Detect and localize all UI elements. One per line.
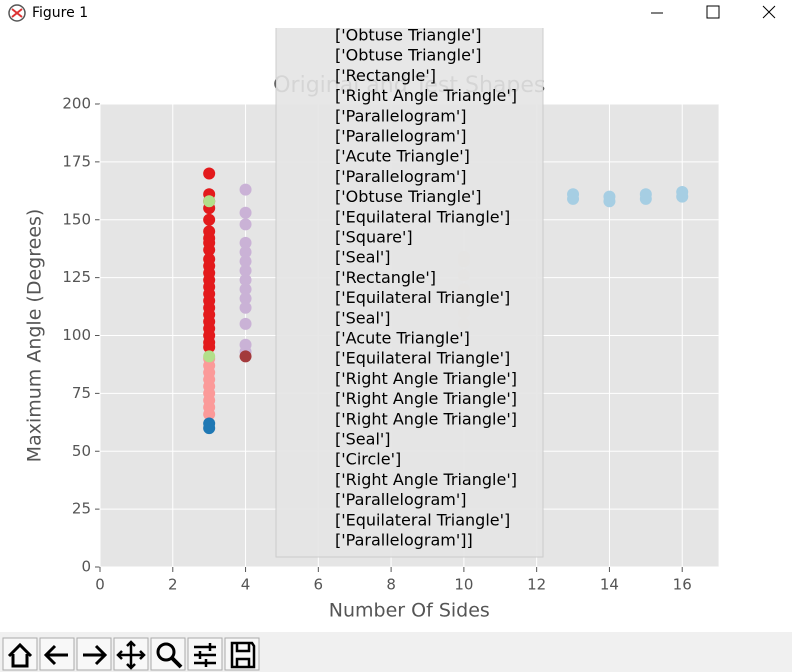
save-icon <box>230 641 256 669</box>
point <box>239 350 252 363</box>
point <box>239 206 252 219</box>
forward-icon <box>83 644 108 666</box>
point <box>239 183 252 196</box>
point <box>203 167 216 180</box>
point <box>203 213 216 226</box>
point <box>239 292 252 305</box>
toolbar <box>0 632 792 672</box>
point <box>239 246 252 259</box>
app-icon-mark <box>11 8 23 18</box>
legend-entry: ['Right Angle Triangle'] <box>335 470 517 489</box>
legend-entry: ['Square'] <box>335 228 413 247</box>
legend-entry: ['Equilateral Triangle'] <box>335 349 510 368</box>
plot: 02550751001251501752000246810121416Origi… <box>24 19 719 622</box>
point <box>203 350 216 363</box>
x-tick-label: 0 <box>95 576 105 594</box>
point <box>203 243 216 256</box>
x-tick-label: 8 <box>386 576 396 594</box>
legend-entry: ['Parallelogram'] <box>335 167 467 186</box>
legend-entry: ['Equilateral Triangle'] <box>335 510 510 529</box>
point <box>567 188 580 201</box>
legend-entry: ['Rectangle'] <box>335 66 436 85</box>
title-bar: Figure 1 <box>0 0 792 28</box>
point <box>239 273 252 286</box>
y-tick-label: 175 <box>62 152 91 170</box>
home-icon <box>7 642 33 668</box>
point <box>239 283 252 296</box>
point <box>239 218 252 231</box>
legend-entry: ['Equilateral Triangle'] <box>335 288 510 307</box>
point <box>239 301 252 314</box>
point <box>239 317 252 330</box>
x-tick-label: 4 <box>241 576 251 594</box>
legend-entry: ['Equilateral Triangle'] <box>335 207 510 226</box>
y-tick-label: 150 <box>62 210 91 228</box>
legend-entry: ['Parallelogram'] <box>335 490 467 509</box>
window-title: Figure 1 <box>32 5 88 21</box>
legend-entry: ['Right Angle Triangle'] <box>335 369 517 388</box>
x-tick-label: 12 <box>527 576 546 594</box>
legend-entry: ['Acute Triangle'] <box>335 329 470 348</box>
legend-entry: ['Circle'] <box>335 450 401 469</box>
y-axis-label: Maximum Angle (Degrees) <box>24 209 46 463</box>
zoom-handle <box>170 656 183 669</box>
legend-entry: ['Rectangle'] <box>335 268 436 287</box>
x-tick-label: 2 <box>168 576 178 594</box>
y-tick-label: 75 <box>72 384 91 402</box>
legend-box <box>275 19 544 558</box>
y-tick-label: 25 <box>72 500 91 518</box>
legend-entry: ['Seal'] <box>335 430 391 449</box>
back-icon <box>43 644 68 666</box>
legend-entry: ['Acute Triangle'] <box>335 147 470 166</box>
x-tick-label: 16 <box>673 576 692 594</box>
legend-entry: ['Right Angle Triangle'] <box>335 389 517 408</box>
x-axis-label: Number Of Sides <box>329 600 490 622</box>
zoom-icon <box>156 642 176 662</box>
point <box>203 195 216 208</box>
title-bar-bg <box>0 0 792 28</box>
legend-entry: ['Right Angle Triangle'] <box>335 86 517 105</box>
point <box>676 185 689 198</box>
point <box>239 236 252 249</box>
point <box>639 188 652 201</box>
legend-entry: ['Parallelogram'] <box>335 106 467 125</box>
pan-icon <box>116 640 146 670</box>
point <box>239 264 252 277</box>
legend-entry: ['Right Angle Triangle'] <box>335 409 517 428</box>
y-tick-label: 125 <box>62 268 91 286</box>
y-tick-label: 100 <box>62 326 91 344</box>
legend-entry: ['Obtuse Triangle'] <box>335 46 482 65</box>
x-tick-label: 6 <box>314 576 324 594</box>
x-tick-label: 14 <box>600 576 619 594</box>
configure-icon <box>194 643 216 667</box>
point <box>603 190 616 203</box>
legend-entry: ['Parallelogram'] <box>335 127 467 146</box>
y-tick-label: 50 <box>72 442 91 460</box>
legend-entry: ['Obtuse Triangle'] <box>335 187 482 206</box>
point <box>239 255 252 268</box>
x-tick-label: 10 <box>454 576 473 594</box>
maximize-button[interactable] <box>706 5 720 19</box>
point <box>203 341 216 354</box>
y-tick-label: 200 <box>62 95 91 113</box>
point <box>203 408 216 421</box>
y-tick-label: 0 <box>81 558 91 576</box>
legend-entry: ['Parallelogram']] <box>335 531 473 550</box>
legend-entry: ['Seal'] <box>335 248 391 267</box>
point <box>203 417 216 430</box>
legend-entry: ['Seal'] <box>335 308 391 327</box>
close-button[interactable] <box>762 5 776 19</box>
legend-entry: ['Obtuse Triangle'] <box>335 26 482 45</box>
